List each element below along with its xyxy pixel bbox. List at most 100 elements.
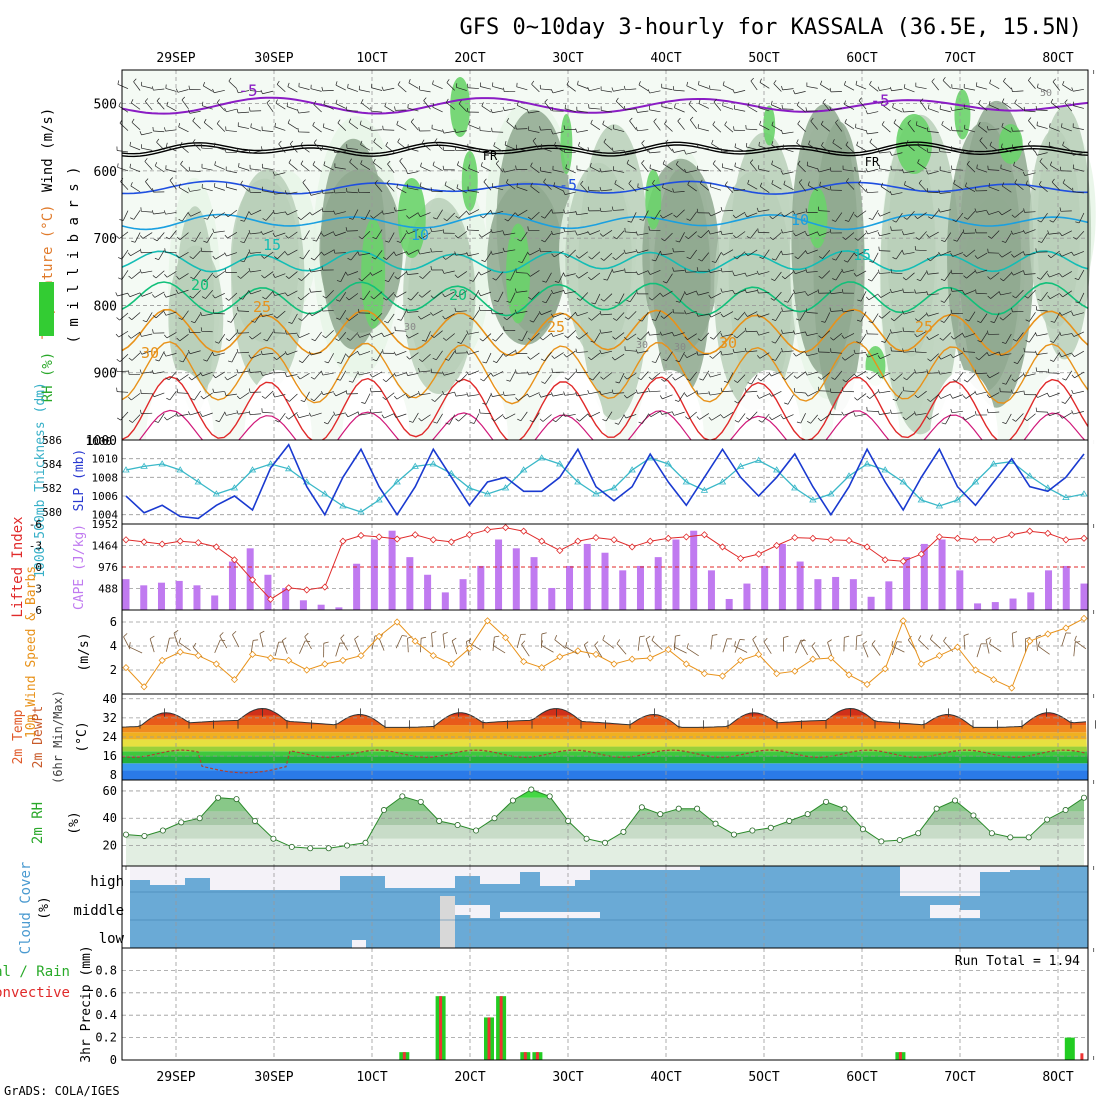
wind-barb <box>335 84 346 91</box>
wind-barb <box>602 229 613 237</box>
wind10m-barb-feather <box>259 630 265 634</box>
lifted-index-point <box>321 583 329 591</box>
wind-barb <box>794 291 806 294</box>
wind-barb <box>618 414 625 425</box>
wind-barb-feather <box>917 159 920 164</box>
wind-barb <box>893 122 903 131</box>
wind-barb <box>860 291 867 302</box>
wind-barb-feather <box>127 293 131 297</box>
dewpt2m-ylabel: 2m DewPt <box>31 706 46 769</box>
wind-barb-feather <box>284 292 288 297</box>
wind10m-speed-point <box>935 652 943 660</box>
wind-barb-feather <box>648 148 650 153</box>
isotherm-label: 50 <box>1040 88 1052 99</box>
wind-barb-feather <box>842 379 847 383</box>
rh-tick-label: 20 <box>103 839 117 853</box>
wind-barb <box>264 271 274 279</box>
cape-bar <box>122 579 130 610</box>
wind-barb <box>495 163 504 173</box>
wind-barb-feather <box>531 80 535 85</box>
wind-barb-feather <box>203 359 208 362</box>
wind-barb-feather <box>310 376 315 380</box>
wind-barb-feather <box>599 233 604 237</box>
wind-barb-feather <box>990 321 995 323</box>
wind-barb <box>335 412 346 416</box>
wind-barb <box>1017 354 1024 364</box>
wind-barb <box>710 211 722 217</box>
wind10m-speed-point <box>303 666 311 674</box>
lifted-index-point <box>248 576 257 584</box>
wind-barb <box>746 290 758 294</box>
wind-barb-feather <box>783 300 788 303</box>
cape-bar <box>761 565 769 610</box>
wind-barb <box>493 371 504 377</box>
wind-barb-feather <box>1064 99 1068 103</box>
wind10m-barb-feather <box>442 632 448 635</box>
wind-barb <box>215 253 225 260</box>
wind-barb-feather <box>399 157 403 162</box>
wind-barb <box>760 186 770 193</box>
wind-barb-feather <box>396 240 401 243</box>
wind-barb-feather <box>927 398 931 402</box>
wind-barb-feather <box>216 120 220 124</box>
wind-barb-feather <box>1049 161 1053 166</box>
ylabel-rh: RH (%) <box>40 352 56 403</box>
wind-barb-feather <box>336 378 341 381</box>
lifted-index-point <box>140 538 148 546</box>
wind10m-barb-feather <box>811 642 816 647</box>
wind-barb <box>629 292 637 302</box>
wind-barb-feather <box>298 318 303 321</box>
wind-barb-feather <box>430 227 433 232</box>
wind-barb-feather <box>914 369 917 374</box>
isotherm-lines <box>121 96 1089 457</box>
wind-barb <box>881 310 891 319</box>
wind-barb-feather <box>406 215 410 219</box>
wind-barb-feather <box>901 310 905 315</box>
wind-barb-feather <box>261 275 265 279</box>
wind-barb-feather <box>950 354 954 358</box>
wind-barb-feather <box>117 163 119 168</box>
wind-barb-feather <box>734 400 739 404</box>
wind-barb-feather <box>829 229 832 234</box>
wind-barb-feather <box>588 256 592 260</box>
wind-barb <box>302 354 310 363</box>
wind-barb <box>1072 191 1084 194</box>
wind-tick-label: 6 <box>110 615 117 629</box>
wind-barb <box>721 209 734 212</box>
wind-barb <box>666 273 673 284</box>
wind-barb <box>775 311 782 321</box>
wind-barb-feather <box>829 388 832 393</box>
wind-barb <box>905 143 915 152</box>
cape-bar <box>583 543 591 610</box>
wind-barb-feather <box>915 121 918 126</box>
wind-barb-feather <box>502 231 505 236</box>
rh2m-point <box>380 807 387 814</box>
wind-barb <box>516 272 528 274</box>
rh2m-point <box>583 835 590 842</box>
wind-barb <box>250 270 262 273</box>
wind-barb-feather <box>117 417 121 421</box>
wind-barb-feather <box>1047 254 1052 259</box>
rh2m-point <box>362 839 369 846</box>
wind-barb <box>990 291 1000 299</box>
wind-barb-feather <box>889 190 892 195</box>
wind-barb <box>262 411 274 414</box>
wind-barb <box>724 124 734 133</box>
wind-barb-feather <box>940 300 945 303</box>
wind-barb-feather <box>599 390 602 395</box>
wind-barb-feather <box>495 160 500 164</box>
wind-barb-feather <box>603 278 608 281</box>
wind-barb-feather <box>188 376 192 381</box>
wind-barb-feather <box>866 329 868 334</box>
wind-barb-feather <box>988 182 990 188</box>
wind-barb <box>835 212 843 222</box>
bottom-axis-label: 3OCT <box>552 1070 583 1085</box>
wind-barb <box>565 108 576 113</box>
wind-barb <box>980 332 988 343</box>
cloud-level-low: low <box>99 931 125 947</box>
wind-barb-feather <box>272 232 276 237</box>
wind-barb <box>492 86 504 90</box>
rh-high-patch <box>896 114 933 174</box>
wind-barb-feather <box>181 96 186 101</box>
wind-barb-feather <box>139 292 143 297</box>
